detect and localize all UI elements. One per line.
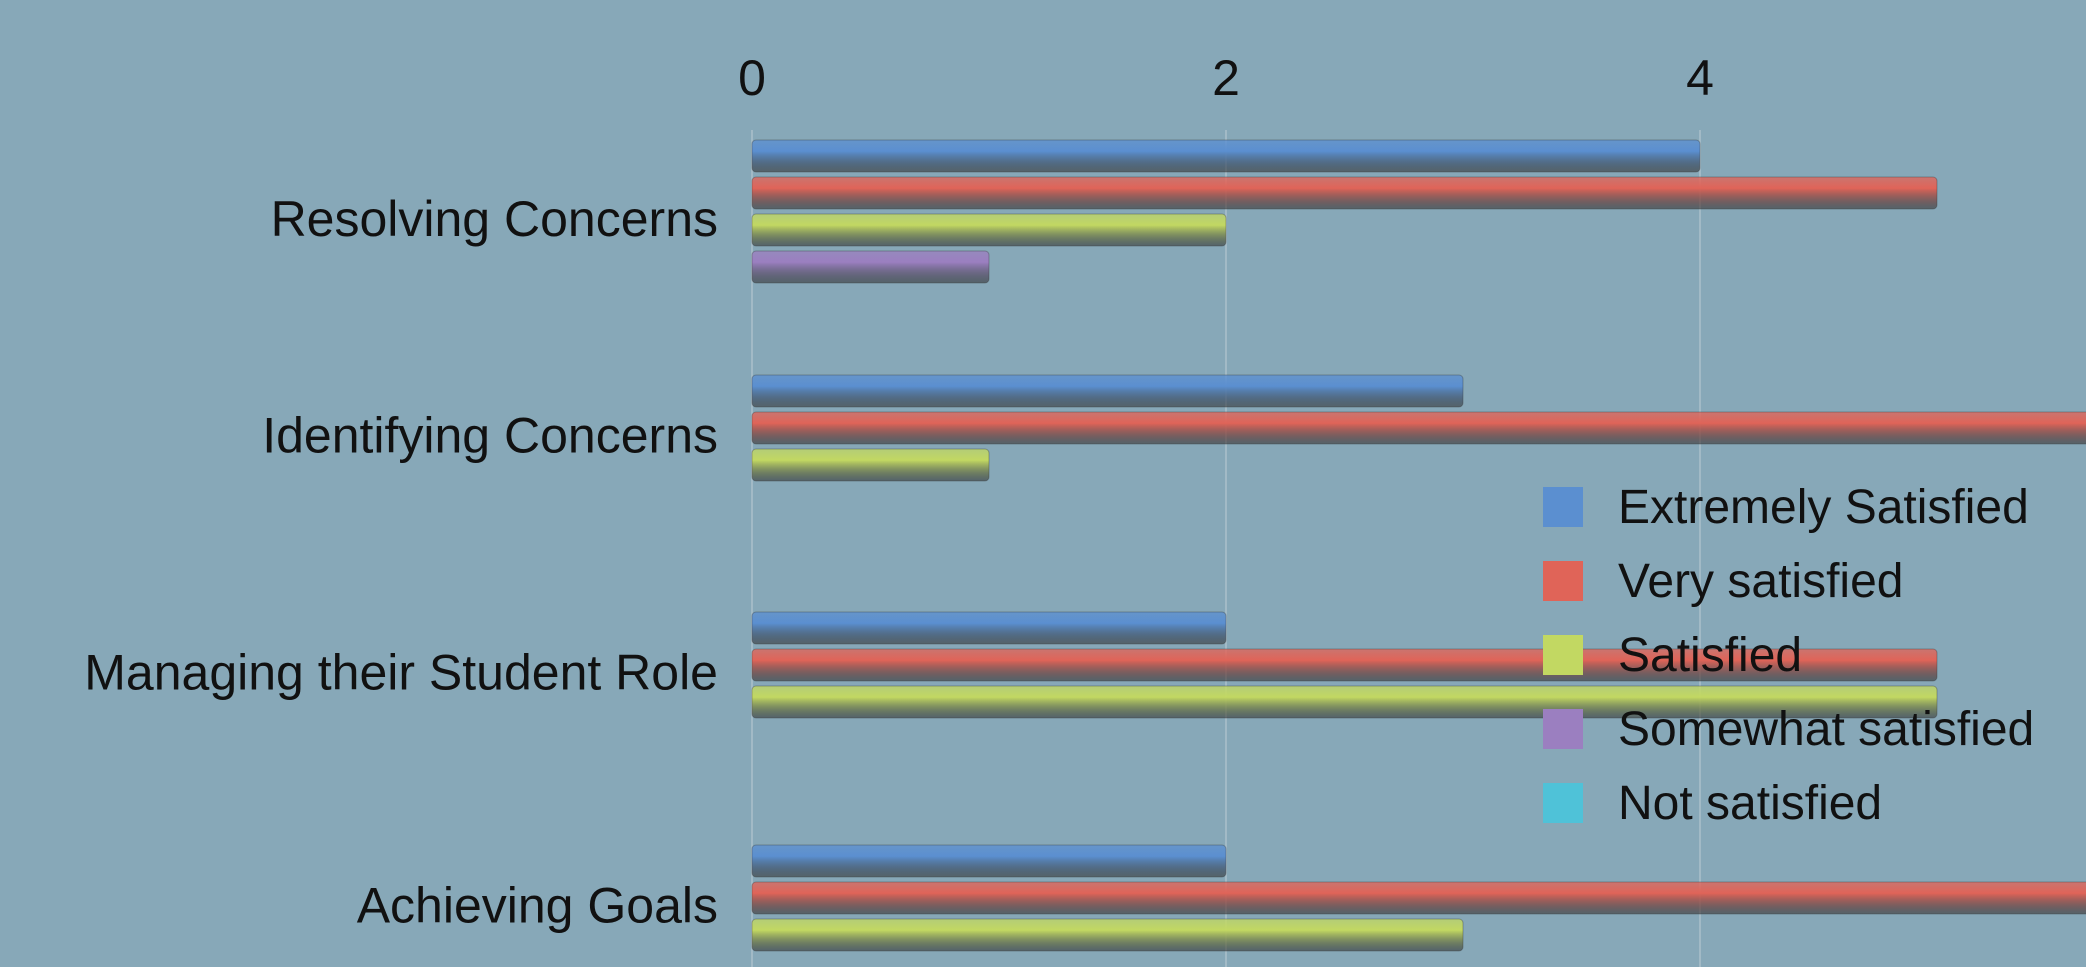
bar-satisfied-resolving-concerns [751,213,1227,247]
category-label: Identifying Concerns [262,408,718,464]
legend: Extremely Satisfied Very satisfied Satisfi… [1543,481,2034,830]
legend-label: Not satisfied [1618,777,1882,830]
x-tick-label: 0 [738,50,766,106]
x-tick-label: 4 [1686,50,1714,106]
bar-very-satisfied-identifying-concerns [751,411,2086,445]
bar-very-satisfied-achieving-goals [751,881,2086,915]
category-label: Managing their Student Role [84,645,718,701]
bar-extremely-satisfied-identifying-concerns [751,374,1464,408]
bar-extremely-satisfied-managing-their-student-role [751,611,1227,645]
bar-extremely-satisfied-achieving-goals [751,844,1227,878]
legend-label: Somewhat satisfied [1618,703,2034,756]
legend-label: Very satisfied [1618,555,1903,608]
category-labels: Resolving Concerns Identifying Concerns Ma… [84,191,718,934]
bars [751,139,2086,952]
legend-label: Extremely Satisfied [1618,481,2029,534]
legend-swatch-somewhat-satisfied [1543,709,1583,749]
legend-label: Satisfied [1618,629,1802,682]
category-label: Achieving Goals [357,878,718,934]
legend-swatch-satisfied [1543,635,1583,675]
category-label: Resolving Concerns [271,191,718,247]
x-tick-label: 2 [1212,50,1240,106]
bar-somewhat-satisfied-resolving-concerns [751,250,990,284]
bar-satisfied-achieving-goals [751,918,1464,952]
bar-extremely-satisfied-resolving-concerns [751,139,1701,173]
bar-very-satisfied-resolving-concerns [751,176,1938,210]
legend-swatch-extremely-satisfied [1543,487,1583,527]
legend-swatch-not-satisfied [1543,783,1583,823]
bar-satisfied-identifying-concerns [751,448,990,482]
x-axis-ticks: 02468 [738,50,1714,106]
legend-swatch-very-satisfied [1543,561,1583,601]
bar-very-satisfied-managing-their-student-role [751,648,1938,682]
bar-satisfied-managing-their-student-role [751,685,1938,719]
